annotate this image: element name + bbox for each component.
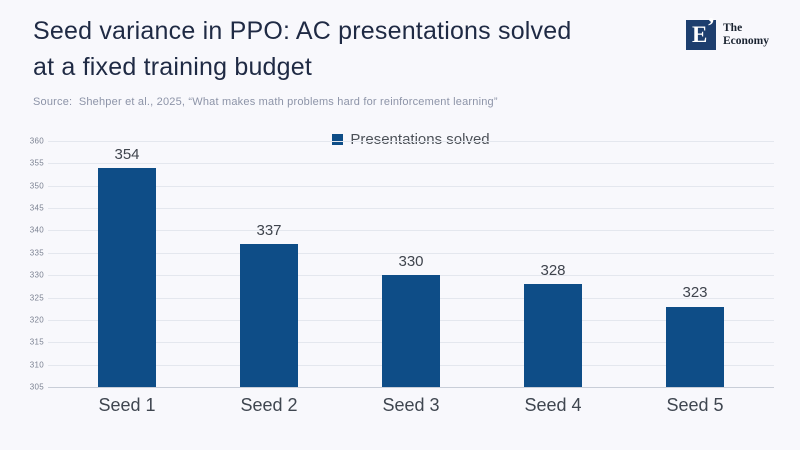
bar-value-label: 354 (114, 145, 140, 163)
logo-mark-icon: E ’ (686, 14, 716, 50)
bar-value-label: 337 (256, 221, 282, 239)
gridline (48, 185, 774, 187)
bar-value-label: 323 (682, 284, 708, 302)
y-tick-label: 335 (29, 248, 44, 258)
logo-word-the: The (723, 22, 743, 34)
x-tick-label: Seed 2 (240, 395, 298, 415)
bar-seed-2 (240, 243, 298, 387)
logo-apostrophe-icon: ’ (707, 14, 715, 40)
x-tick-label: Seed 1 (98, 395, 156, 415)
gridline (48, 252, 774, 254)
y-tick-label: 345 (29, 203, 44, 213)
title-line-1: Seed variance in PPO: AC presentations s… (33, 17, 572, 45)
chart-legend: Presentations solved (48, 130, 774, 148)
x-tick-label: Seed 3 (382, 395, 440, 415)
y-tick-label: 340 (29, 225, 44, 235)
plot-area: 354 337 330 328 323 (48, 141, 774, 388)
y-tick-label: 350 (29, 181, 44, 191)
y-tick-label: 310 (29, 360, 44, 370)
y-tick-label: 305 (29, 382, 44, 392)
source-citation: Source: Shehper et al., 2025, “What make… (33, 96, 498, 108)
gridline (48, 163, 774, 165)
title-line-2: at a fixed training budget (33, 53, 313, 81)
y-tick-label: 315 (29, 337, 44, 347)
y-tick-label: 330 (29, 270, 44, 280)
legend-swatch-icon (332, 133, 344, 145)
gridline (48, 141, 774, 142)
bar-seed-4 (524, 284, 582, 387)
the-economy-logo: E ’ The Economy (686, 14, 769, 50)
y-tick-label: 320 (29, 315, 44, 325)
x-tick-label: Seed 4 (524, 395, 582, 415)
logo-wordmark: The Economy (723, 22, 769, 48)
y-tick-label: 325 (29, 293, 44, 303)
bar-seed-5 (666, 306, 724, 387)
bar-seed-3 (382, 275, 440, 387)
legend-label: Presentations solved (350, 130, 490, 148)
bar-seed-1 (98, 167, 156, 387)
y-tick-label: 360 (29, 136, 44, 146)
logo-word-economy: Economy (723, 35, 769, 47)
x-axis-labels: Seed 1 Seed 2 Seed 3 Seed 4 Seed 5 (48, 395, 774, 419)
x-axis-line (48, 387, 774, 388)
logo-letter: E (692, 22, 708, 47)
page-title: Seed variance in PPO: AC presentations s… (33, 13, 571, 85)
gridline (48, 208, 774, 210)
y-tick-label: 355 (29, 158, 44, 168)
bar-value-label: 328 (540, 262, 566, 280)
y-axis-labels: 305 310 315 320 325 330 335 340 345 350 355 360 (0, 137, 44, 392)
gridline (48, 230, 774, 232)
bar-value-label: 330 (398, 253, 424, 271)
x-tick-label: Seed 5 (666, 395, 724, 415)
